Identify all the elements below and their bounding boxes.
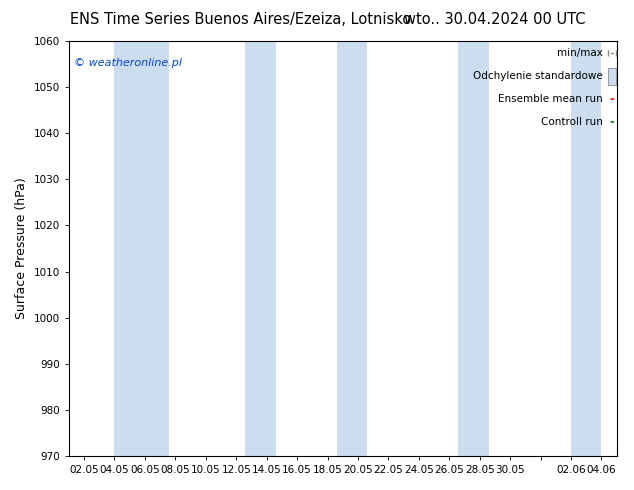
Bar [458,41,489,456]
Bar [571,41,602,456]
Y-axis label: Surface Pressure (hPa): Surface Pressure (hPa) [15,178,28,319]
Text: min/max: min/max [557,49,603,58]
Text: wto.. 30.04.2024 00 UTC: wto.. 30.04.2024 00 UTC [404,12,585,27]
Text: Ensemble mean run: Ensemble mean run [498,94,603,104]
Text: © weatheronline.pl: © weatheronline.pl [74,58,183,68]
Text: ENS Time Series Buenos Aires/Ezeiza, Lotnisko: ENS Time Series Buenos Aires/Ezeiza, Lot… [70,12,411,27]
Bar [337,41,367,456]
Bar [245,41,276,456]
Text: Odchylenie standardowe: Odchylenie standardowe [473,72,603,81]
Text: Controll run: Controll run [541,117,603,127]
FancyBboxPatch shape [609,68,616,85]
Bar [115,41,169,456]
